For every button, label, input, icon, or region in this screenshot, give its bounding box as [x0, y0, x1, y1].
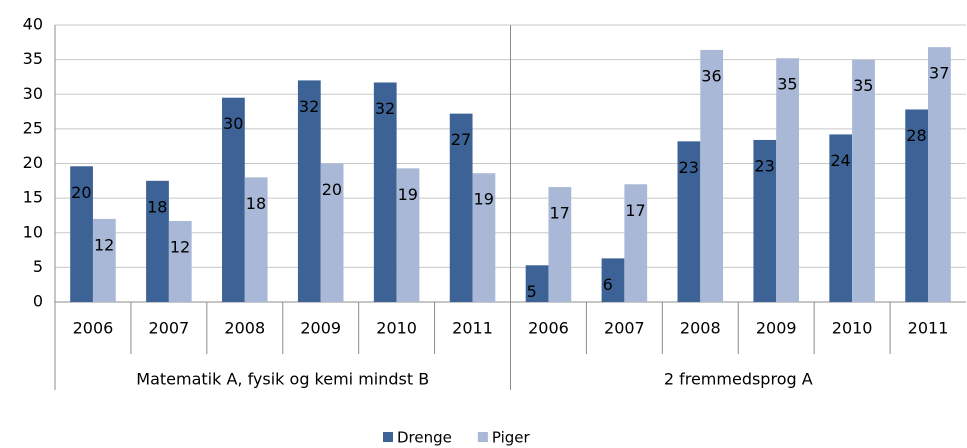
bar [449, 113, 473, 302]
bar [320, 163, 344, 302]
value-label: 6 [603, 275, 613, 294]
bar [222, 97, 245, 303]
value-label: 24 [830, 151, 850, 170]
bar [624, 184, 648, 302]
value-label: 19 [474, 190, 494, 209]
bar [146, 180, 169, 302]
x-tick-label: 2009 [300, 319, 341, 338]
bar [776, 58, 799, 302]
bar [753, 139, 777, 302]
y-tick-label: 15 [23, 188, 43, 207]
value-label: 32 [299, 97, 319, 116]
value-label: 20 [71, 183, 91, 202]
bar [525, 265, 549, 302]
value-label: 28 [906, 126, 926, 145]
x-tick-label: 2007 [604, 319, 645, 338]
value-label: 18 [147, 197, 167, 216]
value-label: 18 [246, 194, 266, 213]
value-label: 32 [375, 99, 395, 118]
legend-swatch [383, 432, 393, 442]
y-tick-label: 25 [23, 118, 43, 137]
value-label: 5 [527, 282, 537, 301]
bar [928, 47, 951, 302]
value-label: 12 [170, 237, 190, 256]
x-tick-label: 2011 [908, 319, 949, 338]
bar [92, 218, 116, 302]
x-tick-label: 2011 [452, 319, 493, 338]
bar [472, 173, 496, 302]
x-tick-label: 2010 [376, 319, 417, 338]
value-label: 35 [777, 75, 797, 94]
bar [373, 82, 397, 302]
bar [70, 166, 93, 302]
value-label: 17 [549, 204, 569, 223]
legend-label: Piger [492, 429, 531, 447]
bar [168, 220, 192, 302]
bar [677, 141, 701, 302]
value-label: 27 [451, 130, 471, 149]
bar [601, 258, 625, 302]
bar [905, 109, 929, 302]
legend-swatch [477, 432, 488, 442]
y-tick-label: 30 [23, 84, 43, 103]
y-tick-label: 10 [23, 222, 43, 241]
y-tick-label: 35 [23, 49, 43, 68]
x-tick-label: 2006 [528, 319, 569, 338]
value-label: 35 [853, 76, 873, 95]
value-label: 30 [223, 114, 243, 133]
value-label: 23 [679, 158, 699, 177]
legend-label: Drenge [397, 429, 452, 447]
y-tick-label: 5 [33, 257, 43, 276]
value-label: 37 [929, 64, 949, 83]
x-tick-label: 2008 [680, 319, 721, 338]
bar [700, 49, 724, 303]
value-label: 19 [398, 185, 418, 204]
group-label: Matematik A, fysik og kemi mindst B [136, 370, 429, 389]
value-label: 36 [701, 66, 721, 85]
bar [852, 59, 875, 302]
x-tick-label: 2008 [224, 319, 265, 338]
x-tick-label: 2007 [149, 319, 190, 338]
value-label: 23 [754, 156, 774, 175]
bar [829, 134, 853, 302]
value-label: 17 [625, 201, 645, 220]
value-label: 12 [94, 235, 114, 254]
bar [548, 187, 572, 302]
bar [244, 177, 268, 302]
bar [396, 168, 420, 302]
y-tick-label: 40 [23, 15, 43, 34]
y-tick-label: 20 [23, 153, 43, 172]
y-tick-label: 0 [33, 292, 43, 311]
group-label: 2 fremmedsprog A [664, 370, 813, 389]
value-label: 20 [322, 180, 342, 199]
bar [297, 80, 321, 303]
x-tick-label: 2006 [73, 319, 114, 338]
x-tick-label: 2010 [832, 319, 873, 338]
x-tick-label: 2009 [756, 319, 797, 338]
